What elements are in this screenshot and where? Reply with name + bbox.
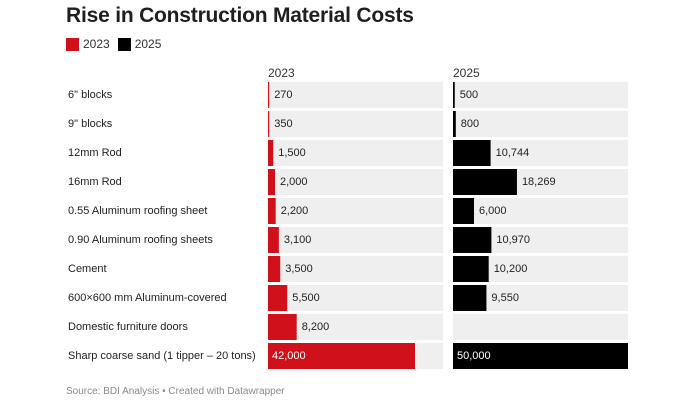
data-label-2023-0-90-aluminum-roofing-sheets: 3,100 xyxy=(284,234,312,246)
category-label-0-90-aluminum-roofing-sheets: 0.90 Aluminum roofing sheets xyxy=(68,234,213,246)
chart-title: Rise in Construction Material Costs xyxy=(66,4,414,27)
data-label-2023-9-blocks: 350 xyxy=(274,118,292,130)
data-label-2023-0-55-aluminum-roofing-sheet: 2,200 xyxy=(281,205,309,217)
bar-track-2023-7 xyxy=(268,285,443,311)
data-label-2025-sharp-coarse-sand-1-tipper-20-tons: 50,000 xyxy=(457,350,491,362)
category-label-0-55-aluminum-roofing-sheet: 0.55 Aluminum roofing sheet xyxy=(68,205,207,217)
data-label-2025-600-600-mm-aluminum-covered: 9,550 xyxy=(491,292,519,304)
bar-track-2023-5 xyxy=(268,227,443,253)
category-label-600-600-mm-aluminum-covered: 600×600 mm Aluminum-covered xyxy=(68,292,227,304)
data-label-2023-sharp-coarse-sand-1-tipper-20-tons: 42,000 xyxy=(272,350,306,362)
bar-track-2023-2 xyxy=(268,140,443,166)
bar-track-2023-3 xyxy=(268,169,443,195)
bar-2025-9-blocks xyxy=(453,111,456,137)
bar-track-2025-4 xyxy=(453,198,628,224)
bar-2025-6-blocks xyxy=(453,82,455,108)
data-label-2025-6-blocks: 500 xyxy=(460,89,478,101)
bar-track-2023-4 xyxy=(268,198,443,224)
category-label-6-blocks: 6" blocks xyxy=(68,89,113,101)
bar-2025-0-90-aluminum-roofing-sheets xyxy=(453,227,492,253)
bar-2023-cement xyxy=(268,256,281,282)
column-header-2023: 2023 xyxy=(268,66,295,80)
bar-2023-9-blocks xyxy=(268,111,270,137)
data-label-2025-12mm-rod: 10,744 xyxy=(496,147,530,159)
legend-item-2025: 2025 xyxy=(117,37,162,51)
data-label-2025-9-blocks: 800 xyxy=(461,118,479,130)
bar-2025-12mm-rod xyxy=(453,140,491,166)
bar-2023-6-blocks xyxy=(268,82,270,108)
category-label-domestic-furniture-doors: Domestic furniture doors xyxy=(68,321,188,333)
bar-2023-domestic-furniture-doors xyxy=(268,314,297,340)
bar-2023-12mm-rod xyxy=(268,140,274,166)
column-header-2025: 2025 xyxy=(453,66,480,80)
legend-swatch-2023 xyxy=(66,37,79,51)
bar-track-2023-6 xyxy=(268,256,443,282)
data-label-2023-domestic-furniture-doors: 8,200 xyxy=(302,321,330,333)
data-label-2023-16mm-rod: 2,000 xyxy=(280,176,308,188)
bar-2023-0-90-aluminum-roofing-sheets xyxy=(268,227,279,253)
bar-2023-600-600-mm-aluminum-covered xyxy=(268,285,288,311)
bar-2025-sharp-coarse-sand-1-tipper-20-tons xyxy=(453,343,628,369)
bar-chart: 6" blocks 270 500 9" blocks 350 800 12mm Rod 1,… xyxy=(68,82,628,369)
data-label-2023-6-blocks: 270 xyxy=(274,89,292,101)
bar-2023-16mm-rod xyxy=(268,169,275,195)
data-label-2025-0-90-aluminum-roofing-sheets: 10,970 xyxy=(496,234,530,246)
bar-2023-sharp-coarse-sand-1-tipper-20-tons xyxy=(268,343,415,369)
bar-2025-cement xyxy=(453,256,489,282)
category-label-sharp-coarse-sand-1-tipper-20-tons: Sharp coarse sand (1 tipper – 20 tons) xyxy=(68,350,256,362)
data-label-2023-cement: 3,500 xyxy=(285,263,313,275)
bar-track-2023-8 xyxy=(268,314,443,340)
legend-item-2023: 2023 xyxy=(66,37,110,51)
bar-2025-600-600-mm-aluminum-covered xyxy=(453,285,487,311)
legend-label-2025: 2025 xyxy=(134,37,162,51)
bar-2025-16mm-rod xyxy=(453,169,517,195)
data-label-2025-cement: 10,200 xyxy=(494,263,528,275)
legend-swatch-2025 xyxy=(117,37,131,51)
bar-track-2025-1 xyxy=(453,111,628,137)
bar-track-2023-0 xyxy=(268,82,443,108)
category-label-9-blocks: 9" blocks xyxy=(68,118,113,130)
bar-track-2023-1 xyxy=(268,111,443,137)
category-label-cement: Cement xyxy=(68,263,107,275)
source-note: Source: BDI Analysis • Created with Data… xyxy=(66,386,285,397)
legend-label-2023: 2023 xyxy=(83,37,110,51)
data-label-2023-12mm-rod: 1,500 xyxy=(278,147,306,159)
legend: 2023 2025 xyxy=(66,37,169,51)
category-label-12mm-rod: 12mm Rod xyxy=(68,147,122,159)
data-label-2023-600-600-mm-aluminum-covered: 5,500 xyxy=(292,292,320,304)
data-label-2025-16mm-rod: 18,269 xyxy=(522,176,556,188)
data-label-2025-0-55-aluminum-roofing-sheet: 6,000 xyxy=(479,205,507,217)
category-label-16mm-rod: 16mm Rod xyxy=(68,176,122,188)
bar-track-2025-0 xyxy=(453,82,628,108)
bar-2023-0-55-aluminum-roofing-sheet xyxy=(268,198,276,224)
bar-2025-0-55-aluminum-roofing-sheet xyxy=(453,198,474,224)
bar-track-2025-8 xyxy=(453,314,628,340)
